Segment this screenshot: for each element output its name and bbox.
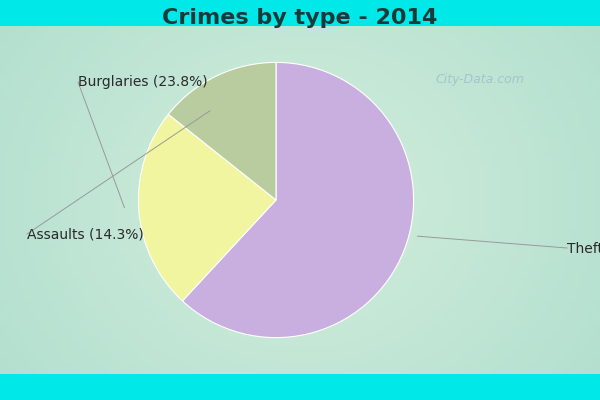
- Text: Crimes by type - 2014: Crimes by type - 2014: [163, 8, 437, 28]
- Wedge shape: [139, 114, 276, 301]
- Wedge shape: [169, 62, 276, 200]
- Text: City-Data.com: City-Data.com: [436, 74, 524, 86]
- Wedge shape: [182, 62, 413, 338]
- Text: Burglaries (23.8%): Burglaries (23.8%): [78, 75, 208, 89]
- Text: Thefts (61.9%): Thefts (61.9%): [567, 241, 600, 255]
- Text: Assaults (14.3%): Assaults (14.3%): [27, 227, 144, 241]
